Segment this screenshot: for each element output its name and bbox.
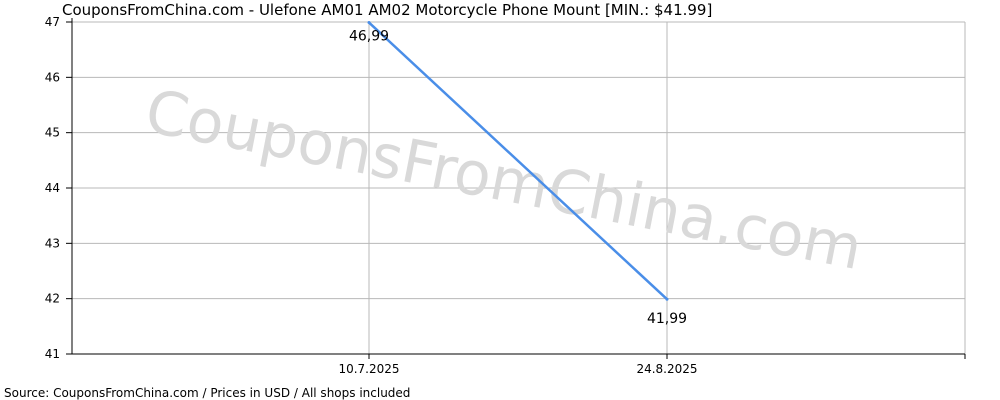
grid-lines bbox=[72, 21, 966, 355]
x-axis-ticks: 10.7.2025 24.8.2025 bbox=[338, 354, 966, 376]
axes bbox=[71, 18, 965, 355]
x-tick-label: 10.7.2025 bbox=[338, 362, 399, 376]
x-tick-label: 24.8.2025 bbox=[636, 362, 697, 376]
data-label: 41,99 bbox=[647, 311, 687, 327]
chart-title: CouponsFromChina.com - Ulefone AM01 AM02… bbox=[62, 1, 712, 19]
y-tick-label: 45 bbox=[45, 126, 60, 140]
data-label: 46,99 bbox=[349, 29, 389, 45]
y-tick-label: 46 bbox=[45, 70, 60, 84]
data-point bbox=[367, 21, 371, 25]
y-tick-label: 41 bbox=[45, 347, 60, 361]
y-tick-label: 44 bbox=[45, 181, 60, 195]
series-group bbox=[367, 21, 669, 301]
source-note: Source: CouponsFromChina.com / Prices in… bbox=[4, 386, 410, 400]
data-labels: 46,99 41,99 bbox=[349, 29, 687, 328]
y-axis-ticks: 41 42 43 44 45 46 47 bbox=[45, 15, 72, 361]
price-series-line bbox=[367, 21, 669, 301]
y-tick-label: 47 bbox=[45, 15, 60, 29]
data-point bbox=[665, 297, 669, 301]
y-tick-label: 42 bbox=[45, 292, 60, 306]
y-tick-label: 43 bbox=[45, 236, 60, 250]
